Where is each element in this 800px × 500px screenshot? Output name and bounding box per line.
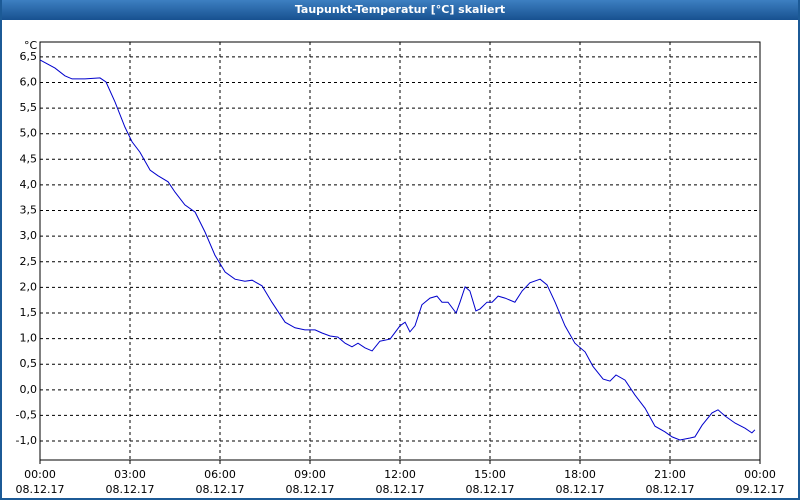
y-tick-label: 2,0 [20, 280, 38, 293]
x-tick-date: 08.12.17 [556, 483, 605, 496]
x-tick-label: 15:00 [474, 468, 506, 481]
x-tick-label: 03:00 [114, 468, 146, 481]
y-tick-label: 3,0 [20, 229, 38, 242]
y-tick-label: 6,0 [20, 75, 38, 88]
x-tick-label: 18:00 [564, 468, 596, 481]
x-tick-date: 08.12.17 [376, 483, 425, 496]
x-tick-date: 08.12.17 [16, 483, 65, 496]
y-tick-label: 6,5 [20, 50, 38, 63]
y-tick-label: 4,0 [20, 178, 38, 191]
x-tick-date: 08.12.17 [466, 483, 515, 496]
x-tick-label: 09:00 [294, 468, 326, 481]
y-tick-label: 1,0 [20, 332, 38, 345]
title-bar: Taupunkt-Temperatur [°C] skaliert [2, 0, 798, 20]
x-tick-date: 08.12.17 [106, 483, 155, 496]
x-tick-label: 21:00 [654, 468, 686, 481]
y-tick-label: 0,0 [20, 383, 38, 396]
y-tick-label: -1,0 [16, 434, 37, 447]
x-tick-label: 12:00 [384, 468, 416, 481]
y-tick-label: 3,5 [20, 204, 38, 217]
y-unit: °C [24, 39, 38, 52]
x-tick-label: 06:00 [204, 468, 236, 481]
x-tick-date: 08.12.17 [286, 483, 335, 496]
x-tick-label: 00:00 [24, 468, 56, 481]
x-tick-label: 00:00 [744, 468, 776, 481]
y-tick-label: 1,5 [20, 306, 38, 319]
data-line [39, 59, 756, 441]
y-tick-label: 5,0 [20, 127, 38, 140]
y-tick-label: 0,5 [20, 357, 38, 370]
x-tick-date: 08.12.17 [646, 483, 695, 496]
y-tick-label: 2,5 [20, 255, 38, 268]
y-tick-label: 5,5 [20, 101, 38, 114]
y-tick-label: 4,5 [20, 152, 38, 165]
x-tick-date: 09.12.17 [736, 483, 785, 496]
y-tick-label: -0,5 [16, 408, 37, 421]
x-tick-date: 08.12.17 [196, 483, 245, 496]
